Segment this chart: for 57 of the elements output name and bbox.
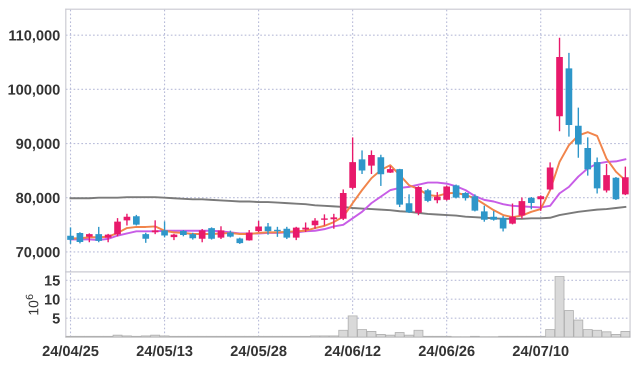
candlestick: [283, 226, 290, 240]
x-tick-label: 24/06/26: [418, 345, 475, 356]
candlestick: [124, 214, 130, 226]
candlestick: [133, 214, 140, 226]
y-tick-label: 70,000: [16, 246, 60, 260]
candlestick: [246, 230, 253, 241]
candlestick: [480, 206, 488, 222]
candlestick: [95, 226, 102, 242]
candlestick: [378, 154, 384, 186]
y-tick-label: 80,000: [16, 192, 60, 206]
x-tick-label: 24/04/25: [42, 345, 98, 356]
candlestick: [302, 222, 309, 232]
candlestick: [264, 223, 272, 235]
candlestick: [161, 221, 168, 238]
candlestick: [622, 166, 629, 196]
candlestick: [574, 108, 582, 158]
x-tick-label: 24/06/12: [324, 345, 380, 356]
candlestick: [312, 218, 318, 229]
candlestick: [76, 232, 84, 244]
candlestick: [518, 198, 526, 218]
y-tick-label: 10: [44, 294, 60, 305]
candlestick: [612, 176, 620, 200]
x-tick-label: 24/05/13: [136, 345, 192, 356]
candlestick: [208, 227, 215, 240]
candlestick: [358, 150, 366, 174]
candlestick: [528, 197, 535, 210]
candlestick: [321, 214, 328, 226]
candlestick: [537, 195, 544, 211]
y-tick-label: 90,000: [16, 138, 60, 152]
x-tick-label: 24/07/10: [512, 345, 569, 356]
candlestick: [434, 192, 441, 204]
candlestick: [584, 137, 592, 176]
candlestick: [114, 218, 121, 236]
candlestick: [198, 228, 206, 242]
candlestick: [218, 226, 224, 240]
candlestick: [368, 150, 375, 174]
candlestick: [152, 220, 158, 234]
candlestick: [452, 184, 460, 198]
candlestick: [603, 164, 610, 192]
candlestick: [546, 162, 554, 190]
y-tick-label: 110,000: [9, 30, 60, 43]
candlestick: [292, 226, 300, 240]
y-tick-label: 15: [44, 276, 60, 286]
y-tick-label: 5: [52, 313, 60, 324]
candlestick: [330, 214, 338, 229]
candlestick: [406, 194, 412, 214]
y-tick-label: 100,000: [8, 84, 60, 97]
candlestick: [509, 204, 516, 224]
candlestick: [472, 194, 478, 212]
candlestick: [424, 188, 432, 202]
candlestick: [500, 216, 506, 232]
candlestick: [255, 220, 262, 232]
candlestick: [67, 227, 74, 244]
y-axis-title: 10$^{6}$: [26, 294, 38, 315]
candlestick: [443, 186, 450, 201]
x-tick-label: 24/05/28: [230, 345, 287, 356]
candlestick: [86, 233, 93, 242]
